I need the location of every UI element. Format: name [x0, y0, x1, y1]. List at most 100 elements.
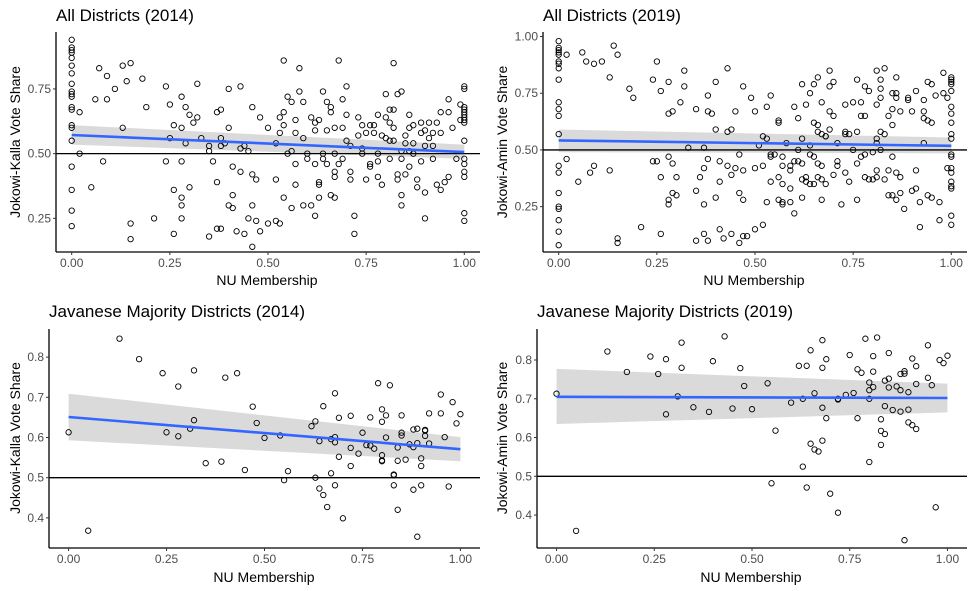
x-tick-label: 0.00: [57, 552, 81, 566]
data-point: [461, 210, 468, 217]
y-tick-label: 0.6: [515, 431, 532, 445]
data-point: [555, 130, 562, 138]
data-point: [893, 90, 900, 97]
data-point: [798, 135, 806, 142]
data-point: [253, 217, 260, 225]
data-point: [814, 74, 821, 81]
data-point: [218, 458, 225, 465]
data-point: [217, 225, 225, 232]
data-point: [96, 65, 103, 72]
data-point: [398, 155, 405, 162]
data-point: [245, 147, 252, 155]
data-point: [555, 76, 562, 83]
data-point: [920, 96, 927, 104]
data-point: [901, 537, 908, 544]
data-point: [897, 189, 904, 197]
data-point: [649, 76, 657, 83]
data-point: [826, 126, 833, 133]
data-point: [320, 491, 327, 499]
data-point: [327, 191, 334, 199]
data-point: [665, 196, 672, 203]
data-point: [99, 158, 107, 165]
x-tick-label: 0.75: [841, 256, 865, 270]
data-point: [928, 119, 935, 126]
data-point: [928, 382, 935, 389]
data-point: [885, 167, 892, 174]
data-point: [264, 124, 272, 131]
data-point: [288, 147, 295, 155]
data-point: [339, 155, 346, 162]
data-point: [842, 130, 849, 138]
data-point: [873, 135, 880, 142]
data-point: [748, 406, 756, 413]
x-tick-label: 1.00: [940, 256, 964, 270]
data-point: [861, 151, 869, 158]
data-point: [924, 342, 932, 349]
data-point: [359, 429, 366, 436]
data-point: [763, 135, 770, 142]
data-point: [374, 150, 382, 157]
data-point: [194, 80, 201, 87]
data-point: [767, 178, 774, 185]
data-point: [331, 482, 339, 489]
data-point: [249, 403, 256, 410]
data-point: [857, 99, 865, 106]
data-point: [787, 162, 794, 169]
data-point: [205, 147, 213, 155]
data-point: [834, 162, 841, 169]
panel-title: All Districts (2014): [56, 6, 194, 25]
data-point: [881, 377, 889, 384]
data-point: [374, 380, 382, 387]
data-point: [779, 153, 786, 160]
data-point: [249, 171, 256, 178]
data-point: [854, 415, 861, 422]
data-point: [889, 192, 896, 199]
data-point: [940, 90, 947, 97]
data-point: [889, 105, 896, 113]
data-point: [555, 46, 562, 54]
data-point: [708, 110, 715, 117]
y-tick-label: 0.50: [28, 147, 52, 161]
data-point: [555, 37, 562, 45]
data-point: [355, 450, 362, 457]
data-point: [225, 124, 232, 131]
data-point: [143, 103, 150, 111]
x-tick-label: 0.00: [60, 256, 84, 270]
data-point: [810, 153, 818, 160]
data-point: [249, 202, 256, 209]
data-point: [116, 335, 123, 342]
data-point: [457, 101, 464, 108]
data-point: [897, 408, 904, 415]
data-point: [665, 153, 672, 160]
data-point: [830, 171, 837, 179]
data-point: [657, 230, 664, 238]
data-point: [398, 432, 405, 439]
data-point: [893, 383, 900, 390]
x-tick-label: 0.25: [155, 552, 179, 566]
data-point: [402, 132, 409, 139]
y-tick-label: 0.75: [515, 86, 539, 100]
data-point: [798, 160, 806, 167]
data-point: [948, 110, 955, 117]
data-point: [272, 176, 280, 183]
data-point: [590, 60, 598, 67]
y-tick-label: 0.75: [28, 82, 52, 96]
data-point: [709, 358, 717, 365]
data-point: [768, 480, 775, 487]
data-point: [913, 363, 920, 370]
data-point: [853, 196, 861, 203]
data-point: [858, 369, 865, 376]
data-point: [441, 433, 448, 441]
data-point: [398, 191, 405, 199]
data-point: [272, 217, 280, 225]
data-point: [799, 463, 806, 470]
y-axis-label: Jokowi-Amin Vote Share: [494, 362, 510, 515]
data-point: [256, 228, 264, 235]
data-point: [324, 503, 331, 511]
data-point: [696, 174, 704, 181]
y-tick-label: 0.6: [27, 430, 44, 444]
data-point: [893, 74, 900, 81]
data-point: [700, 164, 708, 172]
data-point: [555, 169, 562, 176]
data-point: [394, 171, 401, 178]
